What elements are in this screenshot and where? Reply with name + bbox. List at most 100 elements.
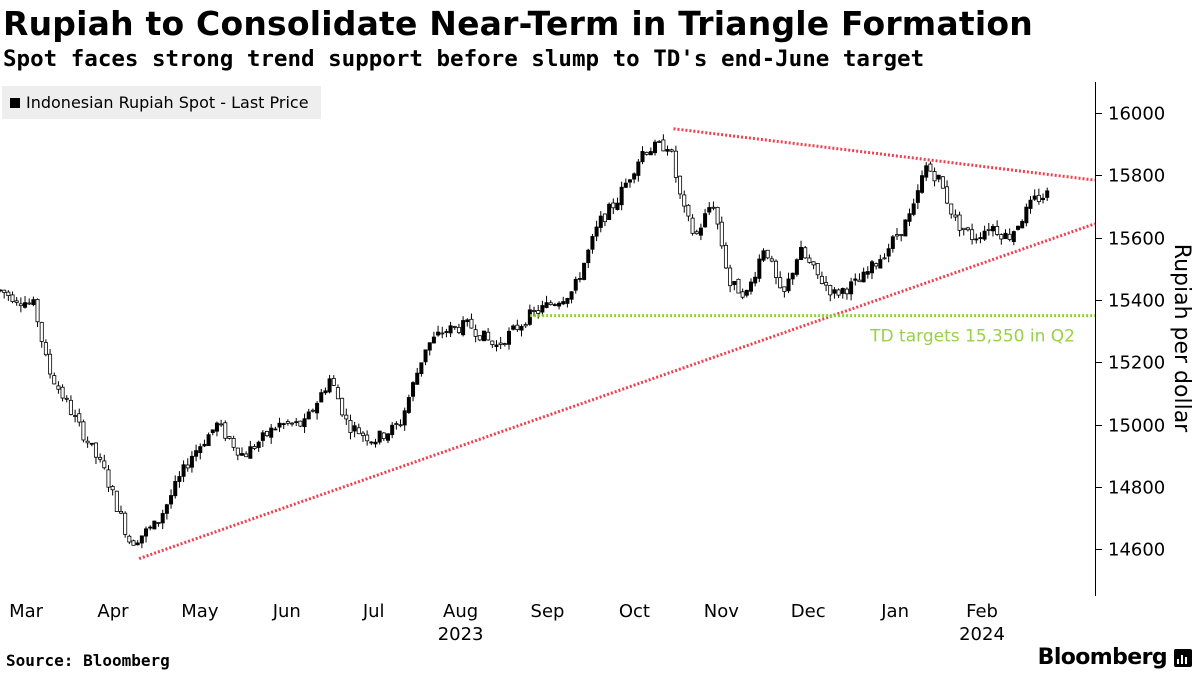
candle-body <box>899 234 904 236</box>
candle-body <box>219 423 224 426</box>
candle-body <box>857 279 862 283</box>
candle-body <box>10 294 15 302</box>
candle-body <box>139 535 144 544</box>
candle-body <box>315 402 320 414</box>
candle-body <box>995 226 1000 235</box>
candle-body <box>869 261 874 274</box>
candle-body <box>653 141 658 154</box>
x-tick-label: Nov <box>704 601 739 622</box>
candle-body <box>6 291 11 296</box>
candle-body <box>1032 195 1037 200</box>
candle-body <box>419 362 424 374</box>
candle-body <box>93 442 98 458</box>
candle-body <box>27 302 32 305</box>
candle-body <box>160 513 165 524</box>
candle-body <box>1045 190 1050 198</box>
candle-body <box>23 302 28 308</box>
candle-body <box>202 443 207 447</box>
candle-body <box>607 203 612 220</box>
candle-body <box>832 289 837 294</box>
bloomberg-terminal-icon <box>1174 648 1192 667</box>
candle-body <box>114 490 119 513</box>
candle-body <box>920 175 925 193</box>
candle-body <box>56 385 61 390</box>
candle-body <box>252 446 257 449</box>
candle-body <box>1003 232 1008 239</box>
candle-body <box>327 378 332 393</box>
candle-body <box>81 421 86 441</box>
candle-body <box>340 397 345 416</box>
candle-body <box>273 428 278 431</box>
candle-body <box>423 349 428 363</box>
candle-body <box>356 427 361 435</box>
candle-body <box>686 204 691 217</box>
candle-body <box>761 250 766 261</box>
candle-body <box>452 326 457 328</box>
candle-body <box>794 259 799 275</box>
x-tick-label: Oct <box>619 601 650 622</box>
candle-body <box>874 263 879 267</box>
candle-body <box>803 247 808 259</box>
candle-body <box>477 335 482 341</box>
candle-body <box>231 438 236 448</box>
candle-body <box>669 149 674 152</box>
candle-body <box>0 289 3 292</box>
candle-body <box>440 332 445 335</box>
candle-body <box>277 422 282 428</box>
candle-body <box>77 413 82 423</box>
candle-body <box>790 272 795 280</box>
candle-body <box>194 450 199 457</box>
candle-body <box>248 446 253 459</box>
candle-body <box>769 258 774 262</box>
candle-body <box>106 469 111 488</box>
candle-body <box>557 302 562 307</box>
candle-body <box>577 278 582 280</box>
candle-body <box>878 259 883 269</box>
candle-body <box>135 542 140 546</box>
candle-body <box>185 464 190 469</box>
candle-body <box>648 151 653 156</box>
candle-body <box>698 227 703 236</box>
candle-body <box>110 486 115 491</box>
candle-body <box>928 163 933 172</box>
candle-body <box>260 432 265 441</box>
candle-body <box>189 455 194 468</box>
candle-body <box>644 151 649 155</box>
legend: Indonesian Rupiah Spot - Last Price <box>2 86 321 119</box>
candle-body <box>1015 225 1020 230</box>
candle-body <box>890 236 895 249</box>
resistance-trendline <box>673 127 1096 182</box>
candle-body <box>965 227 970 231</box>
candle-body <box>73 415 78 417</box>
candle-body <box>636 161 641 176</box>
x-tick-label: Jul <box>362 601 385 622</box>
candle-body <box>778 277 783 289</box>
candle-body <box>552 304 557 306</box>
candle-body <box>573 278 578 291</box>
candle-body <box>256 441 261 448</box>
candle-body <box>623 182 628 188</box>
candle-body <box>302 418 307 428</box>
y-tick-label: 16000 <box>1108 104 1165 125</box>
candle-body <box>673 150 678 178</box>
candle-body <box>298 420 303 427</box>
candle-body <box>1020 221 1025 229</box>
candle-body <box>127 535 132 543</box>
support-trendline <box>138 222 1096 561</box>
candle-body <box>502 343 507 345</box>
candle-body <box>177 476 182 482</box>
candle-body <box>715 206 720 225</box>
candle-body <box>895 234 900 237</box>
candle-body <box>853 278 858 281</box>
candle-body <box>744 289 749 296</box>
candle-body <box>494 344 499 348</box>
candle-body <box>456 326 461 333</box>
candle-body <box>365 434 370 442</box>
candle-body <box>732 281 737 286</box>
candle-body <box>886 248 891 257</box>
legend-label: Indonesian Rupiah Spot - Last Price <box>26 93 309 112</box>
candle-body <box>369 441 374 444</box>
y-tick-label: 15400 <box>1108 291 1165 312</box>
candle-body <box>335 387 340 400</box>
candle-body <box>598 215 603 228</box>
